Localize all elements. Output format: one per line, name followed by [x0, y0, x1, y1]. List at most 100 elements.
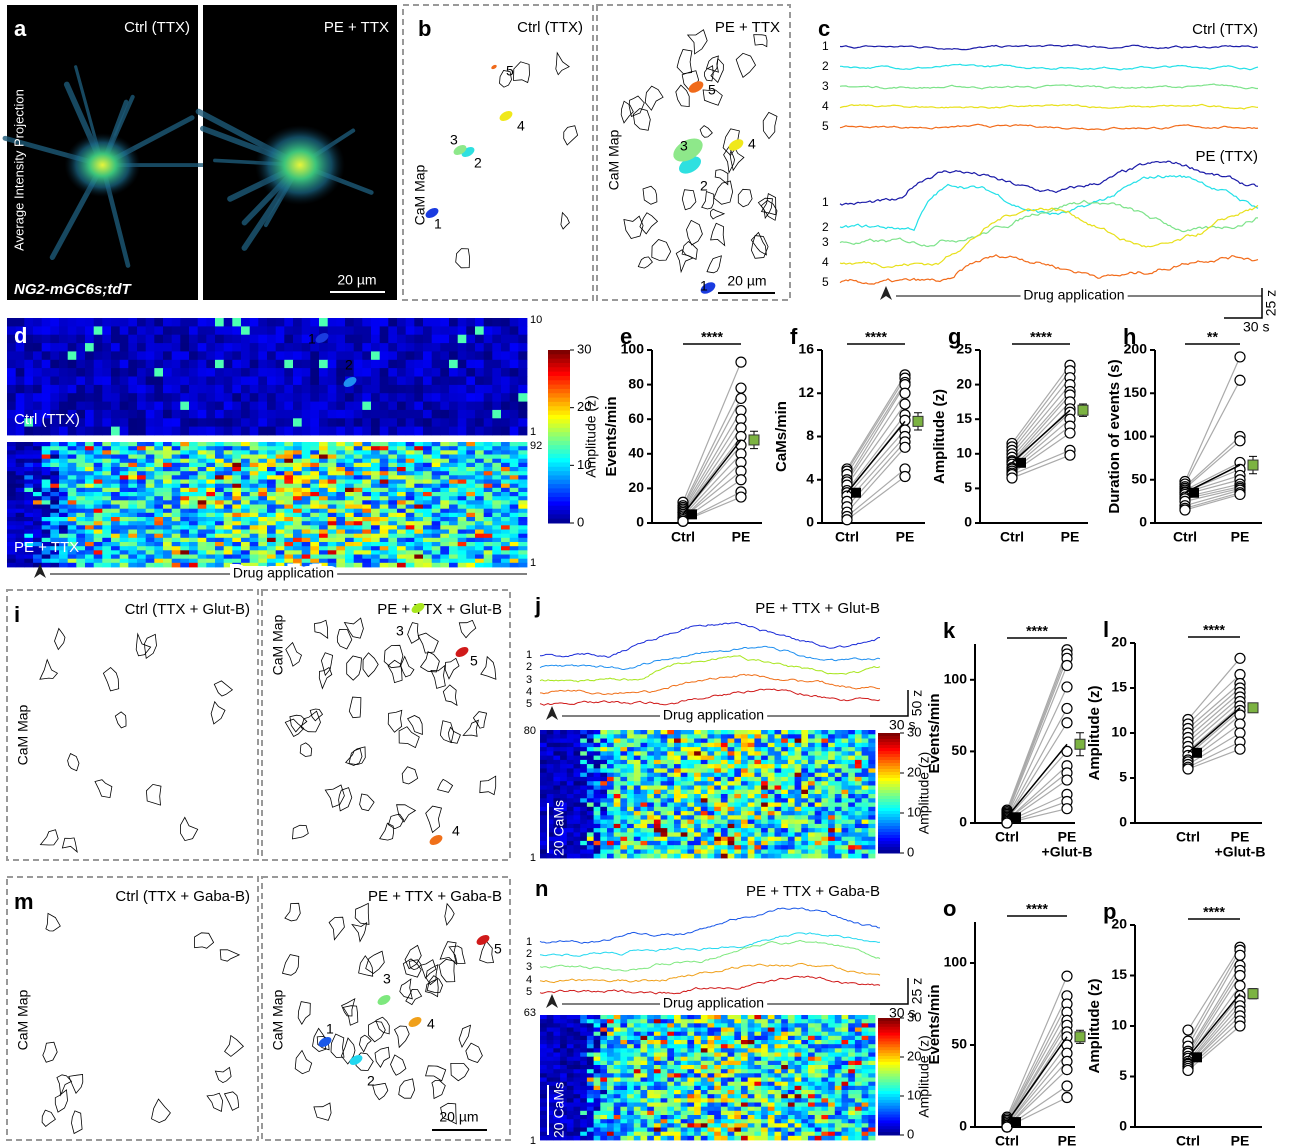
- heatmap-cell: [484, 480, 493, 485]
- heatmap-cell: [180, 410, 189, 419]
- heatmap-cell: [808, 1040, 815, 1045]
- heatmap-cell: [319, 513, 328, 518]
- heatmap-cell: [687, 1032, 694, 1037]
- heatmap-cell: [484, 505, 493, 510]
- heatmap-cell: [681, 798, 688, 803]
- heatmap-cell: [808, 739, 815, 744]
- heatmap-cell: [16, 530, 25, 535]
- heatmap-cell: [748, 803, 755, 808]
- heatmap-cell: [781, 743, 788, 748]
- heatmap-cell: [768, 790, 775, 795]
- heatmap-cell: [414, 555, 423, 560]
- heatmap-cell: [654, 845, 661, 850]
- heatmap-cell: [163, 563, 172, 568]
- heatmap-cell: [284, 488, 293, 493]
- heatmap-cell: [206, 467, 215, 472]
- trace: [540, 689, 880, 705]
- heatmap-cell: [681, 734, 688, 739]
- heatmap-cell: [775, 850, 782, 855]
- heatmap-cell: [362, 492, 371, 497]
- heatmap-cell: [560, 786, 567, 791]
- heatmap-cell: [76, 442, 85, 447]
- heatmap-cell: [59, 517, 68, 522]
- heatmap-cell: [661, 1028, 668, 1033]
- heatmap-cell: [661, 768, 668, 773]
- heatmap-cell: [380, 550, 389, 555]
- heatmap-cell: [801, 807, 808, 812]
- heatmap-cell: [397, 492, 406, 497]
- heatmap-cell: [449, 525, 458, 530]
- heatmap-cell: [510, 525, 519, 530]
- heatmap-cell: [540, 1040, 547, 1045]
- heatmap-cell: [380, 534, 389, 539]
- heatmap-cell: [681, 828, 688, 833]
- heatmap-cell: [580, 841, 587, 846]
- heatmap-cell: [587, 815, 594, 820]
- heatmap-cell: [189, 500, 198, 505]
- heatmap-cell: [801, 815, 808, 820]
- cam-outline: [426, 1066, 446, 1081]
- heatmap-cell: [501, 442, 510, 447]
- heatmap-cell: [808, 1044, 815, 1049]
- heatmap-cell: [475, 318, 484, 327]
- heatmap-cell: [654, 760, 661, 765]
- heatmap-cell: [319, 368, 328, 377]
- heatmap-cell: [328, 534, 337, 539]
- cam-outline: [352, 923, 367, 942]
- cam-outline: [754, 35, 767, 47]
- heatmap-cell: [775, 747, 782, 752]
- heatmap-cell: [741, 751, 748, 756]
- heatmap-cell: [50, 442, 59, 447]
- heatmap-cell: [24, 360, 33, 369]
- heatmap-cell: [111, 534, 120, 539]
- heatmap-cell: [414, 418, 423, 427]
- heatmap-cell: [788, 850, 795, 855]
- heatmap-cell: [721, 824, 728, 829]
- heatmap-cell: [734, 773, 741, 778]
- heatmap-cell: [775, 807, 782, 812]
- heatmap-cell: [828, 739, 835, 744]
- side-label: Average Intensity Projection: [11, 89, 26, 251]
- heatmap-cell: [33, 335, 42, 344]
- heatmap-cell: [120, 471, 129, 476]
- heatmap-cell: [594, 798, 601, 803]
- heatmap-cell: [647, 794, 654, 799]
- heatmap-cell: [654, 777, 661, 782]
- heatmap-cell: [440, 446, 449, 451]
- heatmap-cell: [754, 828, 761, 833]
- heatmap-cell: [276, 360, 285, 369]
- heatmap-cell: [634, 730, 641, 735]
- heatmap-cell: [734, 781, 741, 786]
- heatmap-cell: [388, 530, 397, 535]
- heatmap-cell: [137, 442, 146, 447]
- heatmap-cell: [336, 492, 345, 497]
- heatmap-cell: [250, 505, 259, 510]
- heatmap-cell: [654, 811, 661, 816]
- heatmap-cell: [406, 393, 415, 402]
- heatmap-cell: [741, 760, 748, 765]
- heatmap-cell: [694, 841, 701, 846]
- heatmap-cell: [432, 559, 441, 564]
- heatmap-cell: [828, 781, 835, 786]
- heatmap-cell: [701, 807, 708, 812]
- heatmap-cell: [701, 1040, 708, 1045]
- heatmap-cell: [94, 326, 103, 335]
- heatmap-cell: [801, 832, 808, 837]
- heatmap-cell: [146, 484, 155, 489]
- heatmap-cell: [795, 768, 802, 773]
- heatmap-cell: [510, 463, 519, 468]
- heatmap-cell: [754, 832, 761, 837]
- heatmap-cell: [761, 756, 768, 761]
- heatmap-cell: [232, 463, 241, 468]
- heatmap-cell: [189, 513, 198, 518]
- heatmap-cell: [76, 563, 85, 568]
- heatmap-cell: [687, 777, 694, 782]
- heatmap-cell: [518, 513, 527, 518]
- colorbar-cell: [878, 748, 900, 752]
- heatmap-cell: [654, 803, 661, 808]
- heatmap-cell: [146, 446, 155, 451]
- heatmap-cell: [788, 811, 795, 816]
- heatmap-cell: [627, 1028, 634, 1033]
- heatmap-cell: [180, 550, 189, 555]
- heatmap-cell: [449, 530, 458, 535]
